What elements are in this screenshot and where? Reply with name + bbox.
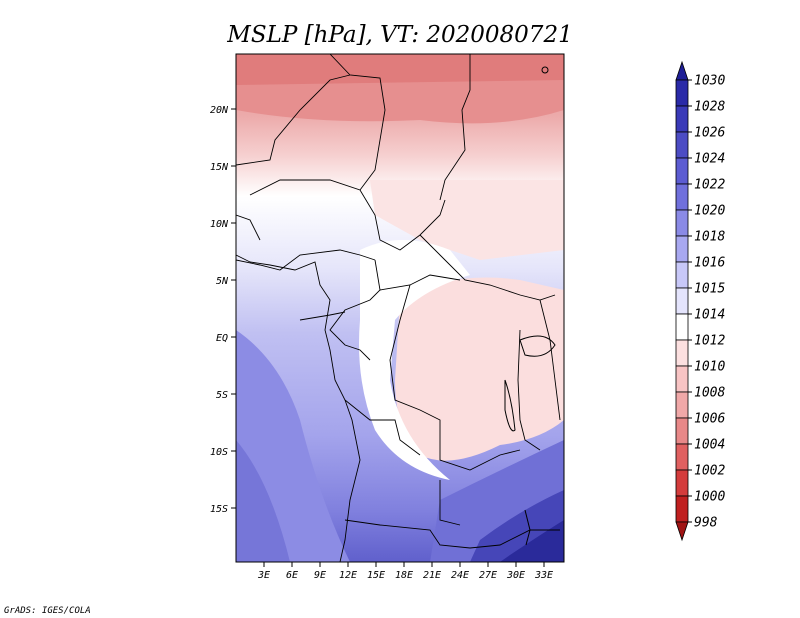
colorbar-segment [675, 469, 689, 497]
colorbar-label: 1024 [694, 152, 725, 167]
lat-label: 5N [216, 276, 229, 287]
lon-label: 18E [395, 570, 413, 581]
colorbar-segment [675, 261, 689, 289]
lon-label: 30E [506, 570, 525, 581]
latitude-axis: 20N 15N 10N 5N EQ 5S 10S 15S [210, 105, 236, 515]
colorbar-label: 1022 [694, 178, 725, 193]
colorbar-segment [675, 235, 689, 263]
colorbar-label: 1002 [694, 464, 725, 479]
colorbar-label: 1000 [694, 490, 725, 505]
colorbar-segment [675, 339, 689, 367]
longitude-axis: 3E 6E 9E 12E 15E 18E 21E 24E 27E 30E 33E [257, 562, 553, 581]
lat-label: 10N [210, 219, 229, 230]
lon-label: 24E [451, 570, 469, 581]
lon-label: 3E [257, 570, 270, 581]
map-frame [235, 53, 565, 563]
lon-label: 21E [423, 570, 441, 581]
lat-label: 5S [216, 390, 228, 401]
grads-credit: GrADS: IGES/COLA [4, 606, 91, 616]
colorbar-label: 1004 [694, 438, 725, 453]
lat-label: 15S [210, 504, 228, 515]
pressure-field [236, 54, 564, 562]
colorbar-label: 1016 [694, 256, 725, 271]
colorbar-label: 1020 [694, 204, 725, 219]
colorbar-label: 1018 [694, 230, 725, 245]
lon-label: 12E [339, 570, 357, 581]
lakes [504, 66, 556, 546]
lon-label: 9E [314, 570, 326, 581]
colorbar: 1030 1028 1026 1024 1022 1020 1018 1016 1015 1014… [675, 60, 725, 542]
colorbar-segment [675, 313, 689, 341]
colorbar-label: 1026 [694, 126, 725, 141]
colorbar-segment [675, 417, 689, 445]
colorbar-segment [675, 391, 689, 419]
lon-label: 6E [286, 570, 298, 581]
colorbar-label: 998 [694, 516, 718, 531]
colorbar-label: 1030 [694, 74, 725, 89]
lon-label: 33E [534, 570, 553, 581]
colorbar-label: 1028 [694, 100, 725, 115]
lon-label: 27E [479, 570, 497, 581]
colorbar-segment [675, 287, 689, 315]
colorbar-label: 1008 [694, 386, 725, 401]
colorbar-label: 1006 [694, 412, 725, 427]
lon-label: 15E [367, 570, 385, 581]
colorbar-label: 1014 [694, 308, 725, 323]
lat-label: EQ [216, 333, 228, 344]
colorbar-segment [675, 495, 689, 523]
colorbar-label: 1015 [694, 282, 725, 297]
colorbar-segment [675, 157, 689, 185]
colorbar-label: 1010 [694, 360, 725, 375]
colorbar-segment [675, 105, 689, 133]
lat-label: 20N [210, 105, 229, 116]
colorbar-segment [675, 443, 689, 471]
colorbar-top-arrow [675, 60, 689, 81]
colorbar-segment [675, 209, 689, 237]
map-title: MSLP [hPa], VT: 2020080721 [226, 22, 572, 48]
coastline [236, 254, 361, 562]
colorbar-segment [675, 183, 689, 211]
colorbar-segment [675, 131, 689, 159]
colorbar-label: 1012 [694, 334, 725, 349]
lat-label: 15N [210, 162, 229, 173]
colorbar-segment [675, 79, 689, 107]
lat-label: 10S [210, 447, 228, 458]
country-borders [236, 54, 561, 549]
colorbar-segment [675, 365, 689, 393]
colorbar-bottom-arrow [675, 521, 689, 542]
